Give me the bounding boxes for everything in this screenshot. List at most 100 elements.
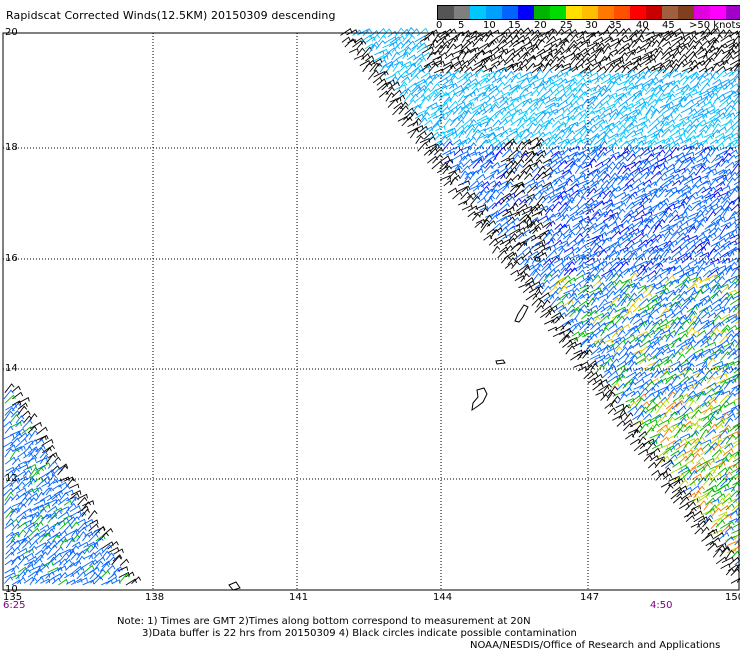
wind-barb [16, 488, 26, 493]
wind-barb [607, 156, 616, 164]
wind-barb [569, 184, 579, 191]
wind-barb [538, 166, 546, 173]
wind-barb [717, 71, 727, 79]
wind-barb [587, 34, 596, 42]
wind-barb [635, 379, 644, 384]
wind-barb [551, 297, 561, 306]
wind-barb [656, 93, 666, 102]
wind-barb [469, 160, 480, 168]
wind-barb [687, 172, 696, 179]
wind-barb [721, 314, 730, 319]
wind-barb [674, 138, 683, 143]
wind-barb [630, 102, 641, 108]
wind-barb [716, 238, 726, 244]
wind-barb [577, 120, 586, 125]
wind-barb [721, 114, 731, 119]
wind-barb [730, 84, 739, 89]
wind-barb [562, 341, 572, 348]
wind-barb [685, 354, 696, 361]
wind-barb [711, 491, 721, 496]
wind-barb [470, 111, 480, 120]
wind-barb [450, 94, 458, 102]
wind-barb [695, 419, 703, 427]
wind-barb [666, 313, 675, 318]
note-line-3: NOAA/NESDIS/Office of Research and Appli… [470, 640, 720, 651]
wind-barb [524, 179, 536, 185]
wind-barb [504, 120, 512, 125]
wind-barb [720, 371, 728, 380]
wind-barb [435, 85, 446, 90]
wind-barb [721, 160, 729, 167]
wind-barb [712, 235, 721, 241]
wind-barb [40, 452, 48, 458]
wind-barb [567, 232, 575, 240]
wind-barb [692, 431, 699, 438]
wind-barb [708, 544, 717, 551]
wind-barb [5, 497, 14, 505]
wind-barb [722, 49, 733, 54]
wind-barb [478, 140, 488, 149]
wind-barb [625, 131, 636, 138]
wind-barb [640, 125, 648, 131]
wind-barb [498, 251, 507, 258]
island-saipan [515, 305, 528, 322]
wind-barb [17, 406, 27, 416]
wind-barb [691, 331, 699, 335]
wind-barb [731, 205, 740, 212]
wind-barb [511, 270, 519, 275]
wind-barb [526, 167, 533, 174]
wind-barb [512, 218, 520, 223]
wind-barb [554, 108, 564, 114]
wind-barb [706, 541, 714, 545]
island-rota [496, 360, 505, 364]
wind-barb [619, 53, 627, 60]
wind-barb [511, 76, 519, 83]
wind-barb [595, 179, 604, 186]
wind-barb [590, 136, 599, 145]
wind-barb [511, 243, 522, 251]
wind-barb [722, 122, 732, 126]
wind-barb [656, 348, 665, 355]
wind-barb [4, 434, 14, 439]
wind-barb [12, 458, 20, 464]
wind-barb [674, 429, 683, 438]
wind-barb [694, 340, 704, 347]
wind-barb [704, 73, 712, 78]
wind-barb [686, 240, 696, 245]
wind-barb [636, 98, 645, 103]
wind-barb [35, 522, 44, 528]
wind-barb [509, 253, 518, 258]
wind-barb [691, 204, 701, 212]
wind-barb [506, 66, 514, 71]
wind-barb [577, 154, 587, 162]
wind-barb [379, 91, 388, 97]
wind-barb [566, 131, 575, 138]
wind-barb [16, 420, 25, 427]
wind-barb [386, 93, 394, 102]
wind-barb [625, 240, 634, 247]
wind-barb [570, 212, 578, 216]
wind-barb [694, 511, 702, 516]
wind-barb [689, 401, 697, 408]
wind-barb [705, 447, 715, 455]
wind-barb [701, 464, 710, 472]
wind-barb [604, 339, 612, 343]
wind-barb [684, 442, 692, 449]
wind-barb [522, 72, 532, 77]
wind-barb [702, 59, 711, 66]
wind-barb [646, 32, 655, 36]
wind-barb [525, 278, 534, 284]
wind-barb [71, 571, 80, 577]
wind-barb [671, 37, 682, 42]
wind-barb [41, 471, 52, 477]
wind-barb [543, 159, 552, 163]
wind-barb [611, 383, 619, 389]
wind-barb [723, 207, 731, 216]
wind-barb [679, 222, 688, 227]
wind-barb [34, 500, 45, 505]
wind-barb [474, 93, 485, 101]
wind-barb [527, 186, 537, 194]
wind-barb [76, 557, 85, 567]
wind-barb [6, 537, 14, 543]
wind-barb [591, 364, 598, 371]
